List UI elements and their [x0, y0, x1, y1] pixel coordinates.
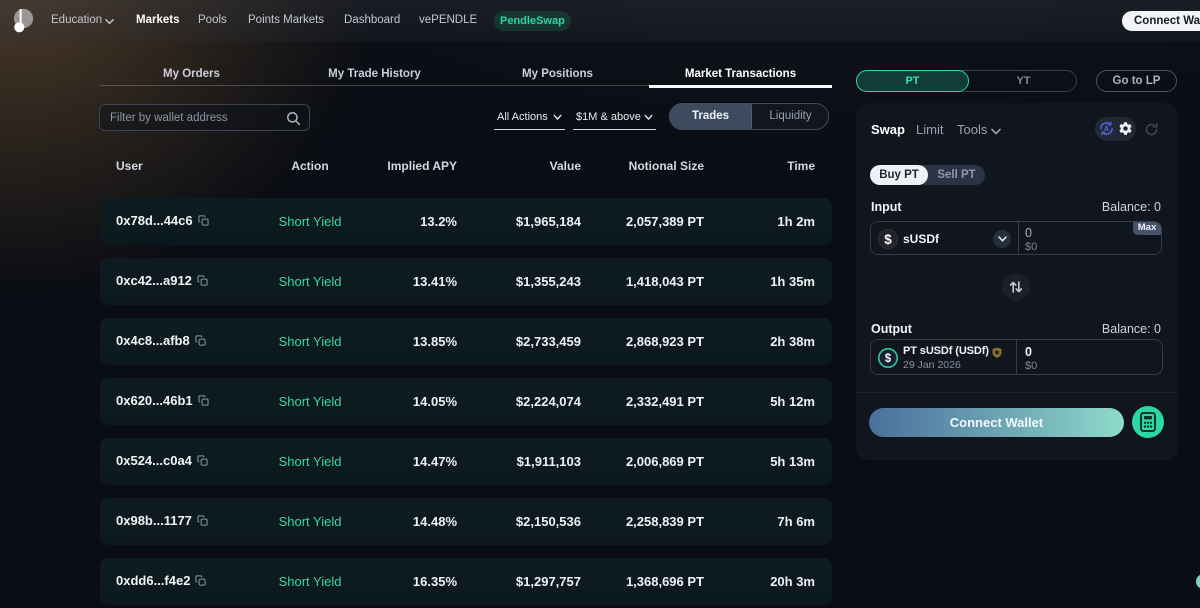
svg-text:A: A [1104, 126, 1109, 133]
svg-text:$: $ [884, 232, 892, 247]
svg-text:$: $ [885, 353, 892, 365]
